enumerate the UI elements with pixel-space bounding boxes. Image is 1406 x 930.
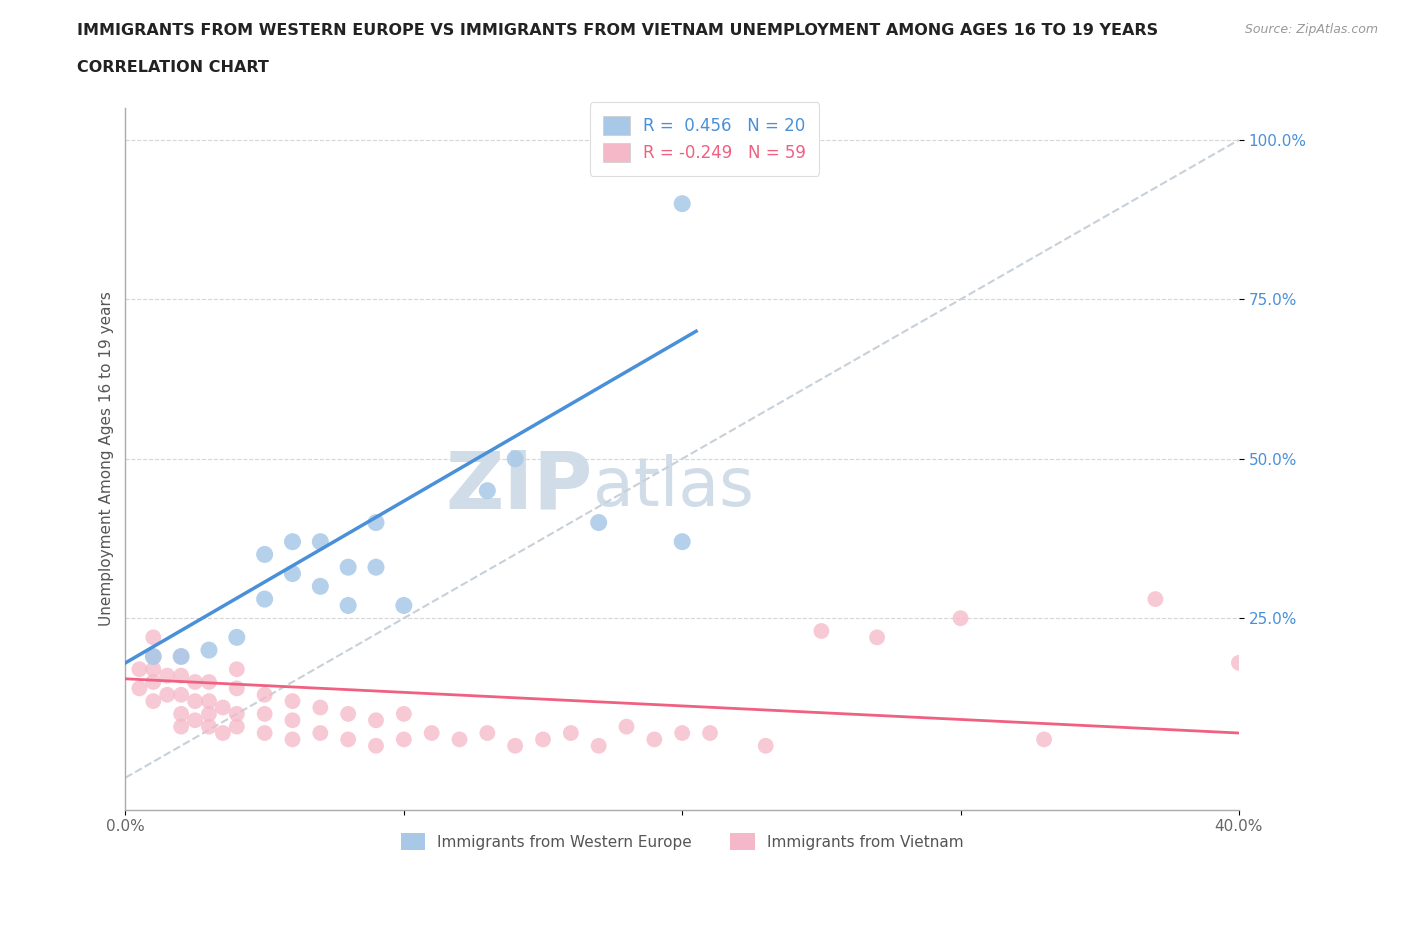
Point — [281, 712, 304, 727]
Point — [225, 630, 247, 644]
Point — [337, 560, 360, 575]
Point — [1227, 656, 1250, 671]
Point — [392, 598, 415, 613]
Legend: Immigrants from Western Europe, Immigrants from Vietnam: Immigrants from Western Europe, Immigran… — [394, 825, 972, 858]
Text: CORRELATION CHART: CORRELATION CHART — [77, 60, 269, 75]
Text: IMMIGRANTS FROM WESTERN EUROPE VS IMMIGRANTS FROM VIETNAM UNEMPLOYMENT AMONG AGE: IMMIGRANTS FROM WESTERN EUROPE VS IMMIGR… — [77, 23, 1159, 38]
Point — [281, 694, 304, 709]
Point — [309, 534, 332, 549]
Point — [949, 611, 972, 626]
Point — [337, 707, 360, 722]
Point — [671, 725, 693, 740]
Point — [364, 738, 387, 753]
Point — [671, 196, 693, 211]
Text: atlas: atlas — [593, 454, 754, 520]
Text: Source: ZipAtlas.com: Source: ZipAtlas.com — [1244, 23, 1378, 36]
Point — [560, 725, 582, 740]
Point — [309, 725, 332, 740]
Point — [477, 484, 499, 498]
Point — [364, 515, 387, 530]
Point — [142, 694, 165, 709]
Point — [170, 719, 193, 734]
Point — [142, 649, 165, 664]
Point — [170, 668, 193, 683]
Point — [225, 719, 247, 734]
Point — [616, 719, 638, 734]
Point — [198, 674, 221, 689]
Point — [392, 707, 415, 722]
Point — [671, 534, 693, 549]
Y-axis label: Unemployment Among Ages 16 to 19 years: Unemployment Among Ages 16 to 19 years — [100, 291, 114, 626]
Point — [253, 547, 276, 562]
Point — [253, 725, 276, 740]
Point — [392, 732, 415, 747]
Point — [198, 643, 221, 658]
Point — [588, 515, 610, 530]
Point — [253, 687, 276, 702]
Point — [142, 662, 165, 677]
Point — [364, 560, 387, 575]
Point — [142, 674, 165, 689]
Point — [337, 732, 360, 747]
Point — [253, 707, 276, 722]
Point — [156, 668, 179, 683]
Point — [866, 630, 889, 644]
Point — [128, 662, 150, 677]
Point — [281, 732, 304, 747]
Point — [281, 566, 304, 581]
Point — [503, 451, 526, 466]
Point — [212, 725, 235, 740]
Point — [253, 591, 276, 606]
Point — [309, 578, 332, 593]
Point — [170, 707, 193, 722]
Point — [755, 738, 778, 753]
Point — [212, 700, 235, 715]
Point — [184, 694, 207, 709]
Point — [128, 681, 150, 696]
Point — [1144, 591, 1167, 606]
Point — [503, 738, 526, 753]
Point — [643, 732, 665, 747]
Point — [699, 725, 721, 740]
Point — [281, 534, 304, 549]
Point — [449, 732, 471, 747]
Point — [810, 623, 832, 638]
Point — [337, 598, 360, 613]
Point — [588, 738, 610, 753]
Point — [531, 732, 554, 747]
Point — [170, 649, 193, 664]
Point — [184, 674, 207, 689]
Point — [142, 630, 165, 644]
Point — [156, 687, 179, 702]
Point — [225, 681, 247, 696]
Point — [309, 700, 332, 715]
Point — [184, 712, 207, 727]
Point — [225, 662, 247, 677]
Point — [420, 725, 443, 740]
Point — [198, 719, 221, 734]
Point — [225, 707, 247, 722]
Point — [198, 694, 221, 709]
Point — [170, 649, 193, 664]
Point — [364, 712, 387, 727]
Text: ZIP: ZIP — [446, 448, 593, 525]
Point — [170, 687, 193, 702]
Point — [198, 707, 221, 722]
Point — [1033, 732, 1056, 747]
Point — [477, 725, 499, 740]
Point — [142, 649, 165, 664]
